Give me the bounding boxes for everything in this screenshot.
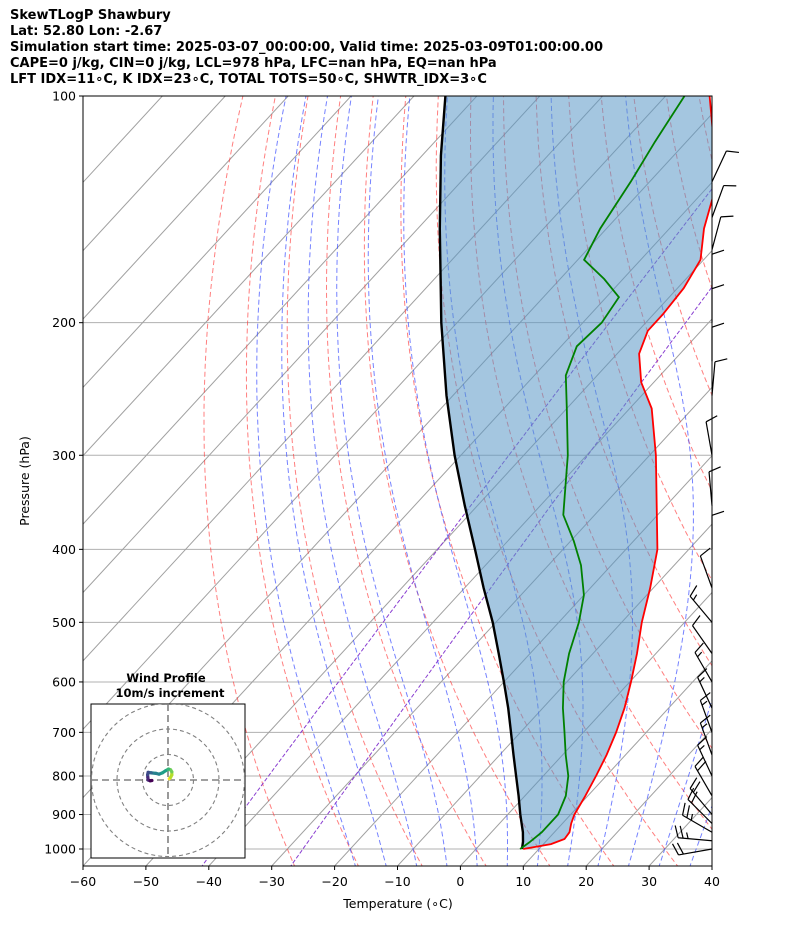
y-tick-label: 100 xyxy=(52,89,76,104)
cape-cin-fill xyxy=(439,96,712,849)
moist-adiabat-line xyxy=(658,697,712,866)
wind-barbs xyxy=(671,150,740,856)
cin-shading xyxy=(439,96,712,849)
isotherm-line xyxy=(711,865,712,866)
moist-adiabat-line xyxy=(625,96,694,866)
dry-adiabat-line xyxy=(363,96,551,866)
x-tick-label: −50 xyxy=(133,874,159,889)
y-tick-label: 300 xyxy=(52,448,76,463)
wind-barb xyxy=(692,615,713,654)
wind-barb xyxy=(699,692,713,733)
dry-adiabat-line xyxy=(400,96,615,866)
y-tick-label: 900 xyxy=(52,807,76,822)
x-axis-label: Temperature (∘C) xyxy=(342,896,452,911)
x-tick-label: −60 xyxy=(70,874,96,889)
title-cape-indices: CAPE=0 j/kg, CIN=0 j/kg, LCL=978 hPa, LF… xyxy=(10,56,497,71)
x-tick-label: −20 xyxy=(321,874,347,889)
x-tick-label: −40 xyxy=(196,874,222,889)
dry-adiabat-line xyxy=(325,96,487,866)
dry-adiabat-line xyxy=(245,96,359,866)
wind-barb xyxy=(671,842,713,856)
isotherm-line xyxy=(333,455,712,866)
wind-barb xyxy=(711,284,725,323)
wind-barb xyxy=(708,466,721,506)
hodograph-subtitle: 10m/s increment xyxy=(116,686,225,700)
moist-adiabat-line xyxy=(689,804,712,866)
wind-barb xyxy=(711,510,725,550)
isotherm-line xyxy=(83,96,415,457)
dry-adiabat-line xyxy=(732,96,794,868)
wind-barb xyxy=(687,787,713,824)
wind-barb xyxy=(711,358,728,396)
profile-lines xyxy=(438,96,712,850)
isotherm-line xyxy=(83,96,289,320)
isotherm-line xyxy=(83,96,352,389)
wind-barb xyxy=(694,642,713,683)
temperature-line xyxy=(523,96,712,850)
isotherm-line xyxy=(83,96,226,252)
moist-adiabat-line xyxy=(256,96,356,866)
isotherm-line xyxy=(522,660,712,866)
isotherm-line xyxy=(396,523,712,866)
y-tick-label: 500 xyxy=(52,615,76,630)
parcel-profile-line xyxy=(438,96,525,850)
x-tick-label: 0 xyxy=(456,874,464,889)
moist-adiabat-line xyxy=(307,96,418,866)
hodograph-title: Wind Profile xyxy=(126,671,206,685)
y-tick-label: 800 xyxy=(52,769,76,784)
title-times: Simulation start time: 2025-03-07_00:00:… xyxy=(10,40,603,55)
moist-adiabat-line xyxy=(367,96,478,866)
title-stability-indices: LFT IDX=11∘C, K IDX=23∘C, TOTAL TOTS=50∘… xyxy=(10,72,487,87)
title-station: SkewTLogP Shawbury xyxy=(10,8,171,23)
y-tick-label: 700 xyxy=(52,725,76,740)
wind-barb xyxy=(697,736,713,777)
wind-barb xyxy=(711,215,734,250)
title-location: Lat: 52.80 Lon: -2.67 xyxy=(10,24,163,39)
dewpoint-line xyxy=(519,96,686,850)
y-tick-label: 400 xyxy=(52,542,76,557)
chart-title-block: SkewTLogP Shawbury Lat: 52.80 Lon: -2.67… xyxy=(10,8,603,88)
wind-barb xyxy=(689,777,713,815)
dry-adiabat-line xyxy=(698,96,712,163)
x-tick-label: 20 xyxy=(578,874,594,889)
dry-adiabat-line xyxy=(203,96,296,866)
isotherm-line xyxy=(83,96,478,525)
x-tick-label: 40 xyxy=(704,874,720,889)
wind-barb xyxy=(711,184,737,218)
wind-barb xyxy=(705,415,718,456)
y-tick-label: 1000 xyxy=(44,842,76,857)
wind-barb xyxy=(674,825,713,842)
moist-adiabat-line xyxy=(336,96,448,866)
wind-barb xyxy=(711,150,740,183)
x-tick-label: 30 xyxy=(641,874,657,889)
wind-barb xyxy=(711,322,725,362)
x-tick-label: −30 xyxy=(259,874,285,889)
dry-adiabat-line xyxy=(764,96,794,868)
y-axis-label: Pressure (hPa) xyxy=(17,436,32,526)
y-tick-label: 200 xyxy=(52,315,76,330)
wind-barb xyxy=(711,249,725,289)
wind-barb xyxy=(694,756,713,797)
wind-barb xyxy=(681,802,713,833)
wind-barb xyxy=(689,585,713,623)
x-tick-label: 10 xyxy=(515,874,531,889)
moist-adiabat-line xyxy=(281,96,387,866)
y-tick-label: 600 xyxy=(52,674,76,689)
wind-barb xyxy=(699,547,713,589)
wind-barb xyxy=(699,714,713,756)
isotherm-line xyxy=(762,62,794,881)
x-tick-label: −10 xyxy=(384,874,410,889)
dry-adiabat-line xyxy=(286,96,423,866)
